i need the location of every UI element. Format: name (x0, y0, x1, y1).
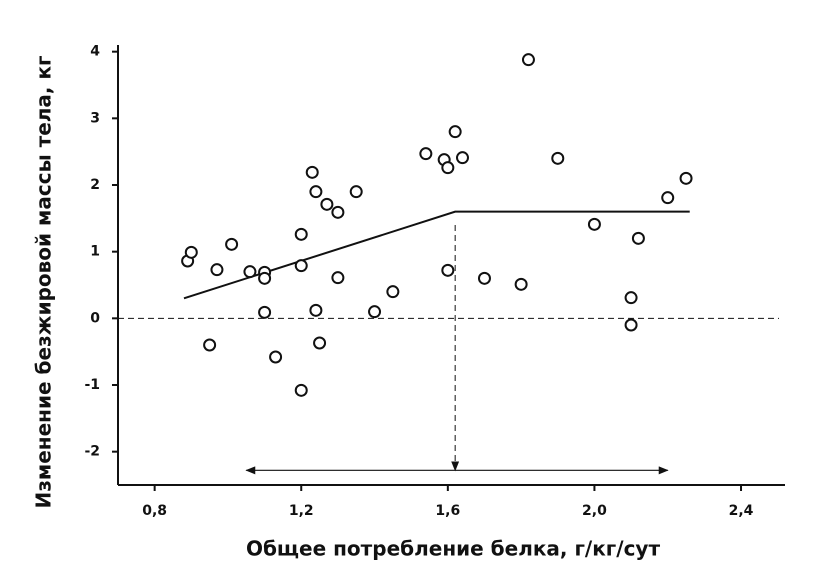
data-point (587, 217, 601, 231)
data-point (441, 161, 455, 175)
data-point (203, 338, 217, 352)
y-tick-label: 0 (90, 310, 100, 326)
data-point (419, 147, 433, 161)
data-point (294, 259, 308, 273)
data-point (386, 285, 400, 299)
x-tick-label: 0,8 (142, 503, 167, 519)
x-tick-label: 1,6 (435, 503, 460, 519)
data-point (331, 271, 345, 285)
data-point (294, 383, 308, 397)
data-point (294, 227, 308, 241)
data-point (320, 197, 334, 211)
x-tick-label: 2,0 (582, 503, 607, 519)
data-point (331, 205, 345, 219)
data-point (521, 53, 535, 67)
data-point (309, 185, 323, 199)
data-point (225, 237, 239, 251)
data-point (448, 125, 462, 139)
data-point (514, 277, 528, 291)
data-point (624, 291, 638, 305)
fit-line (183, 210, 690, 300)
y-axis-title: Изменение безжировой массы тела, кг (32, 56, 56, 509)
data-point (661, 191, 675, 205)
y-tick-label: -1 (84, 377, 100, 393)
x-axis-title: Общее потребление белка, г/кг/сут (246, 537, 661, 561)
data-point (679, 171, 693, 185)
data-point (441, 263, 455, 277)
data-point (313, 336, 327, 350)
data-point (455, 151, 469, 165)
data-point (349, 185, 363, 199)
data-point (210, 263, 224, 277)
x-tick-label: 1,2 (289, 503, 314, 519)
data-point (258, 305, 272, 319)
data-point (477, 271, 491, 285)
y-tick-label: 2 (90, 177, 100, 193)
data-point (309, 303, 323, 317)
data-point (551, 151, 565, 165)
data-point (631, 231, 645, 245)
data-point (368, 305, 382, 319)
y-tick-label: 3 (90, 110, 100, 126)
data-point (243, 265, 257, 279)
data-point (258, 271, 272, 285)
data-point (305, 165, 319, 179)
y-tick-label: 1 (90, 244, 100, 260)
x-tick-label: 2,4 (729, 503, 754, 519)
data-point (184, 245, 198, 259)
data-point (269, 350, 283, 364)
y-tick-label: -2 (84, 444, 100, 460)
y-tick-label: 4 (90, 44, 100, 60)
data-point (624, 318, 638, 332)
